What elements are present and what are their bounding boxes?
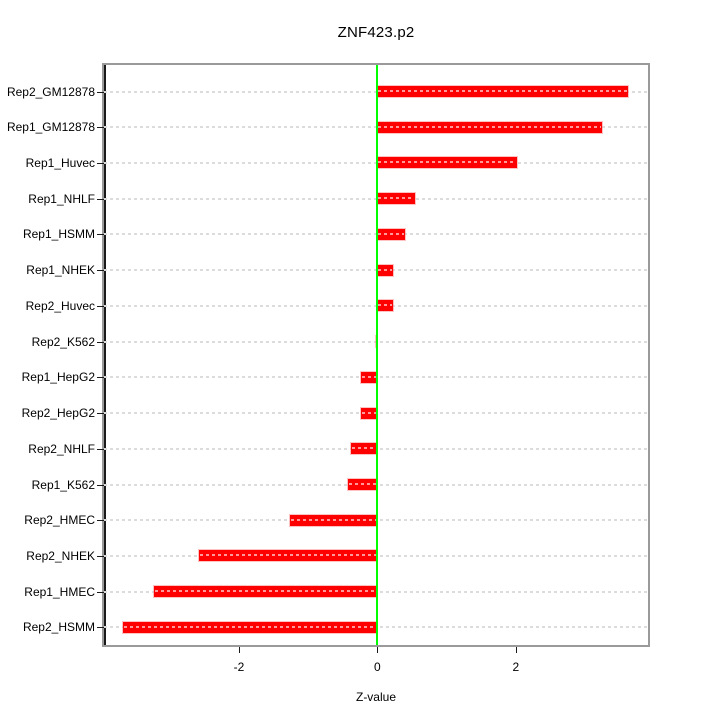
y-axis-line [104,65,106,645]
chart-title: ZNF423.p2 [337,24,415,41]
bar-Rep1_HepG2 [361,371,378,383]
y-label-Rep1_NHEK: Rep1_NHEK [26,263,95,278]
bar-dash-overlay [124,625,377,628]
x-tick-label: -2 [233,660,245,674]
bar-dash-overlay [378,161,517,164]
bar-Rep1_NHEK [377,264,393,276]
y-label-Rep1_HSMM: Rep1_HSMM [22,227,95,242]
y-label-Rep1_HepG2: Rep1_HepG2 [21,370,95,385]
x-axis-title: Z-value [355,690,396,704]
bar-dash-overlay [378,268,392,271]
bar-dash-overlay [154,590,377,593]
bar-Rep2_GM12878 [377,86,628,97]
bar-Rep1_K562 [348,479,378,491]
y-tick [97,341,104,343]
bar-Rep2_HSMM [123,621,378,633]
y-label-Rep2_Huvec: Rep2_Huvec [25,298,95,313]
gridline [104,197,648,200]
gridline [104,233,648,236]
bar-dash-overlay [199,554,377,557]
y-tick [97,627,104,629]
y-tick [97,555,104,557]
bar-Rep1_GM12878 [377,121,602,133]
bar-dash-overlay [361,411,377,414]
x-tick [515,647,517,653]
bar-Rep1_HSMM [377,228,406,240]
bar-Rep2_HepG2 [360,407,378,419]
y-label-Rep1_GM12878: Rep1_GM12878 [6,120,95,135]
bar-dash-overlay [378,232,405,235]
bar-dash-overlay [291,518,377,521]
bar-dash-overlay [378,125,601,128]
y-label-Rep1_Huvec: Rep1_Huvec [25,155,95,170]
x-tick [377,647,379,653]
y-tick [97,198,104,200]
y-label-Rep2_GM12878: Rep2_GM12878 [6,84,95,99]
y-tick [97,448,104,450]
y-tick [97,377,104,379]
bar-Rep2_NHEK [198,550,378,562]
y-tick [97,91,104,93]
bar-dash-overlay [352,447,377,450]
bar-dash-overlay [349,483,377,486]
y-label-Rep2_HSMM: Rep2_HSMM [22,620,95,635]
y-label-Rep1_K562: Rep1_K562 [31,477,95,492]
y-label-Rep1_NHLF: Rep1_NHLF [28,191,95,206]
gridline [104,269,648,272]
bar-Rep2_HMEC [290,514,378,526]
gridline [104,126,648,129]
y-tick [97,270,104,272]
y-label-Rep1_HMEC: Rep1_HMEC [24,584,95,599]
y-label-Rep2_HepG2: Rep2_HepG2 [21,406,95,421]
gridline [104,161,648,164]
bar-Rep1_HMEC [153,586,378,598]
y-tick [97,520,104,522]
bar-Rep1_Huvec [377,157,518,169]
y-tick [97,484,104,486]
y-tick [97,162,104,164]
bar-Rep1_NHLF [377,193,416,205]
y-label-Rep2_NHLF: Rep2_NHLF [28,441,95,456]
zero-reference-line [376,65,379,645]
bar-dash-overlay [378,304,392,307]
y-label-Rep2_NHEK: Rep2_NHEK [26,548,95,563]
bar-dash-overlay [378,90,627,92]
bar-dash-overlay [362,375,377,378]
bar-Rep2_NHLF [351,443,378,455]
gridline [104,304,648,307]
bar-Rep2_Huvec [377,300,393,312]
x-tick [238,647,240,653]
y-label-Rep2_K562: Rep2_K562 [31,334,95,349]
plot-area [102,63,650,647]
y-tick [97,127,104,129]
y-tick [97,591,104,593]
x-tick-label: 0 [374,660,381,674]
y-tick [97,234,104,236]
y-tick [97,305,104,307]
x-tick-label: 2 [512,660,520,674]
y-label-Rep2_HMEC: Rep2_HMEC [24,513,95,528]
bar-dash-overlay [378,197,415,200]
y-tick [97,413,104,415]
gridline [104,90,648,93]
